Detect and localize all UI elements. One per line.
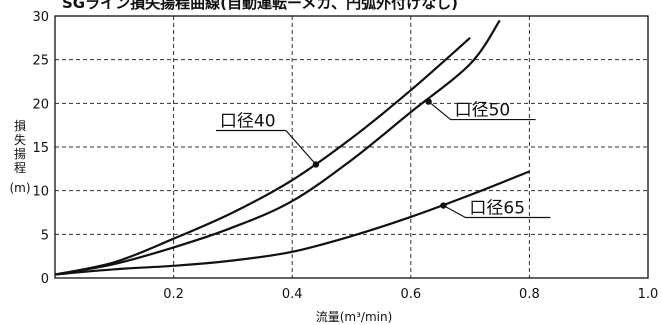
y-axis-label-char: 失	[14, 132, 26, 147]
callout-marker	[440, 202, 447, 209]
y-tick-labels: 0 5 10 15 20 25 30	[32, 10, 49, 287]
y-tick-label: 5	[41, 228, 49, 243]
x-tick-label: 0.2	[163, 287, 184, 302]
y-axis-label-char: 程	[14, 160, 26, 175]
callout-leader	[443, 204, 466, 219]
y-axis-label-char: 揚	[14, 147, 26, 161]
y-tick-label: 15	[32, 141, 49, 156]
chart-title: SGライン損失揚程曲線(自動運転ーメカ、円弧外付けなし)	[62, 0, 458, 12]
y-tick-label: 10	[32, 185, 49, 200]
grid-lines	[55, 16, 648, 278]
series-line-0	[54, 36, 471, 276]
plot-frame	[54, 15, 649, 279]
y-tick-label: 20	[32, 97, 49, 112]
x-tick-label: 0.4	[282, 287, 303, 302]
x-axis-label: 流量(m³/min)	[316, 310, 393, 324]
series-callouts: 口径40 口径50 口径65	[215, 98, 551, 219]
y-tick-label: 25	[32, 54, 49, 69]
plot-border	[54, 15, 649, 279]
callout-leader	[428, 101, 451, 121]
y-axis-label: 損失揚程 (m)	[9, 118, 30, 195]
series-lines	[54, 19, 530, 276]
x-tick-label: 1.0	[638, 287, 659, 302]
callout-label: 口径40	[220, 111, 276, 131]
callout-label: 口径65	[469, 199, 525, 219]
x-tick-label: 0.6	[400, 287, 421, 302]
y-axis-unit: (m)	[9, 181, 30, 195]
series-line-1	[54, 19, 501, 276]
y-tick-label: 30	[32, 10, 49, 25]
callout-leader	[285, 130, 317, 165]
series-line-2	[54, 170, 530, 276]
y-axis-label-char: 損	[14, 118, 26, 133]
y-tick-label: 0	[41, 272, 49, 287]
callout-label: 口径50	[455, 101, 511, 121]
x-tick-labels: 0.2 0.4 0.6 0.8 1.0	[163, 287, 658, 302]
x-tick-label: 0.8	[519, 287, 540, 302]
